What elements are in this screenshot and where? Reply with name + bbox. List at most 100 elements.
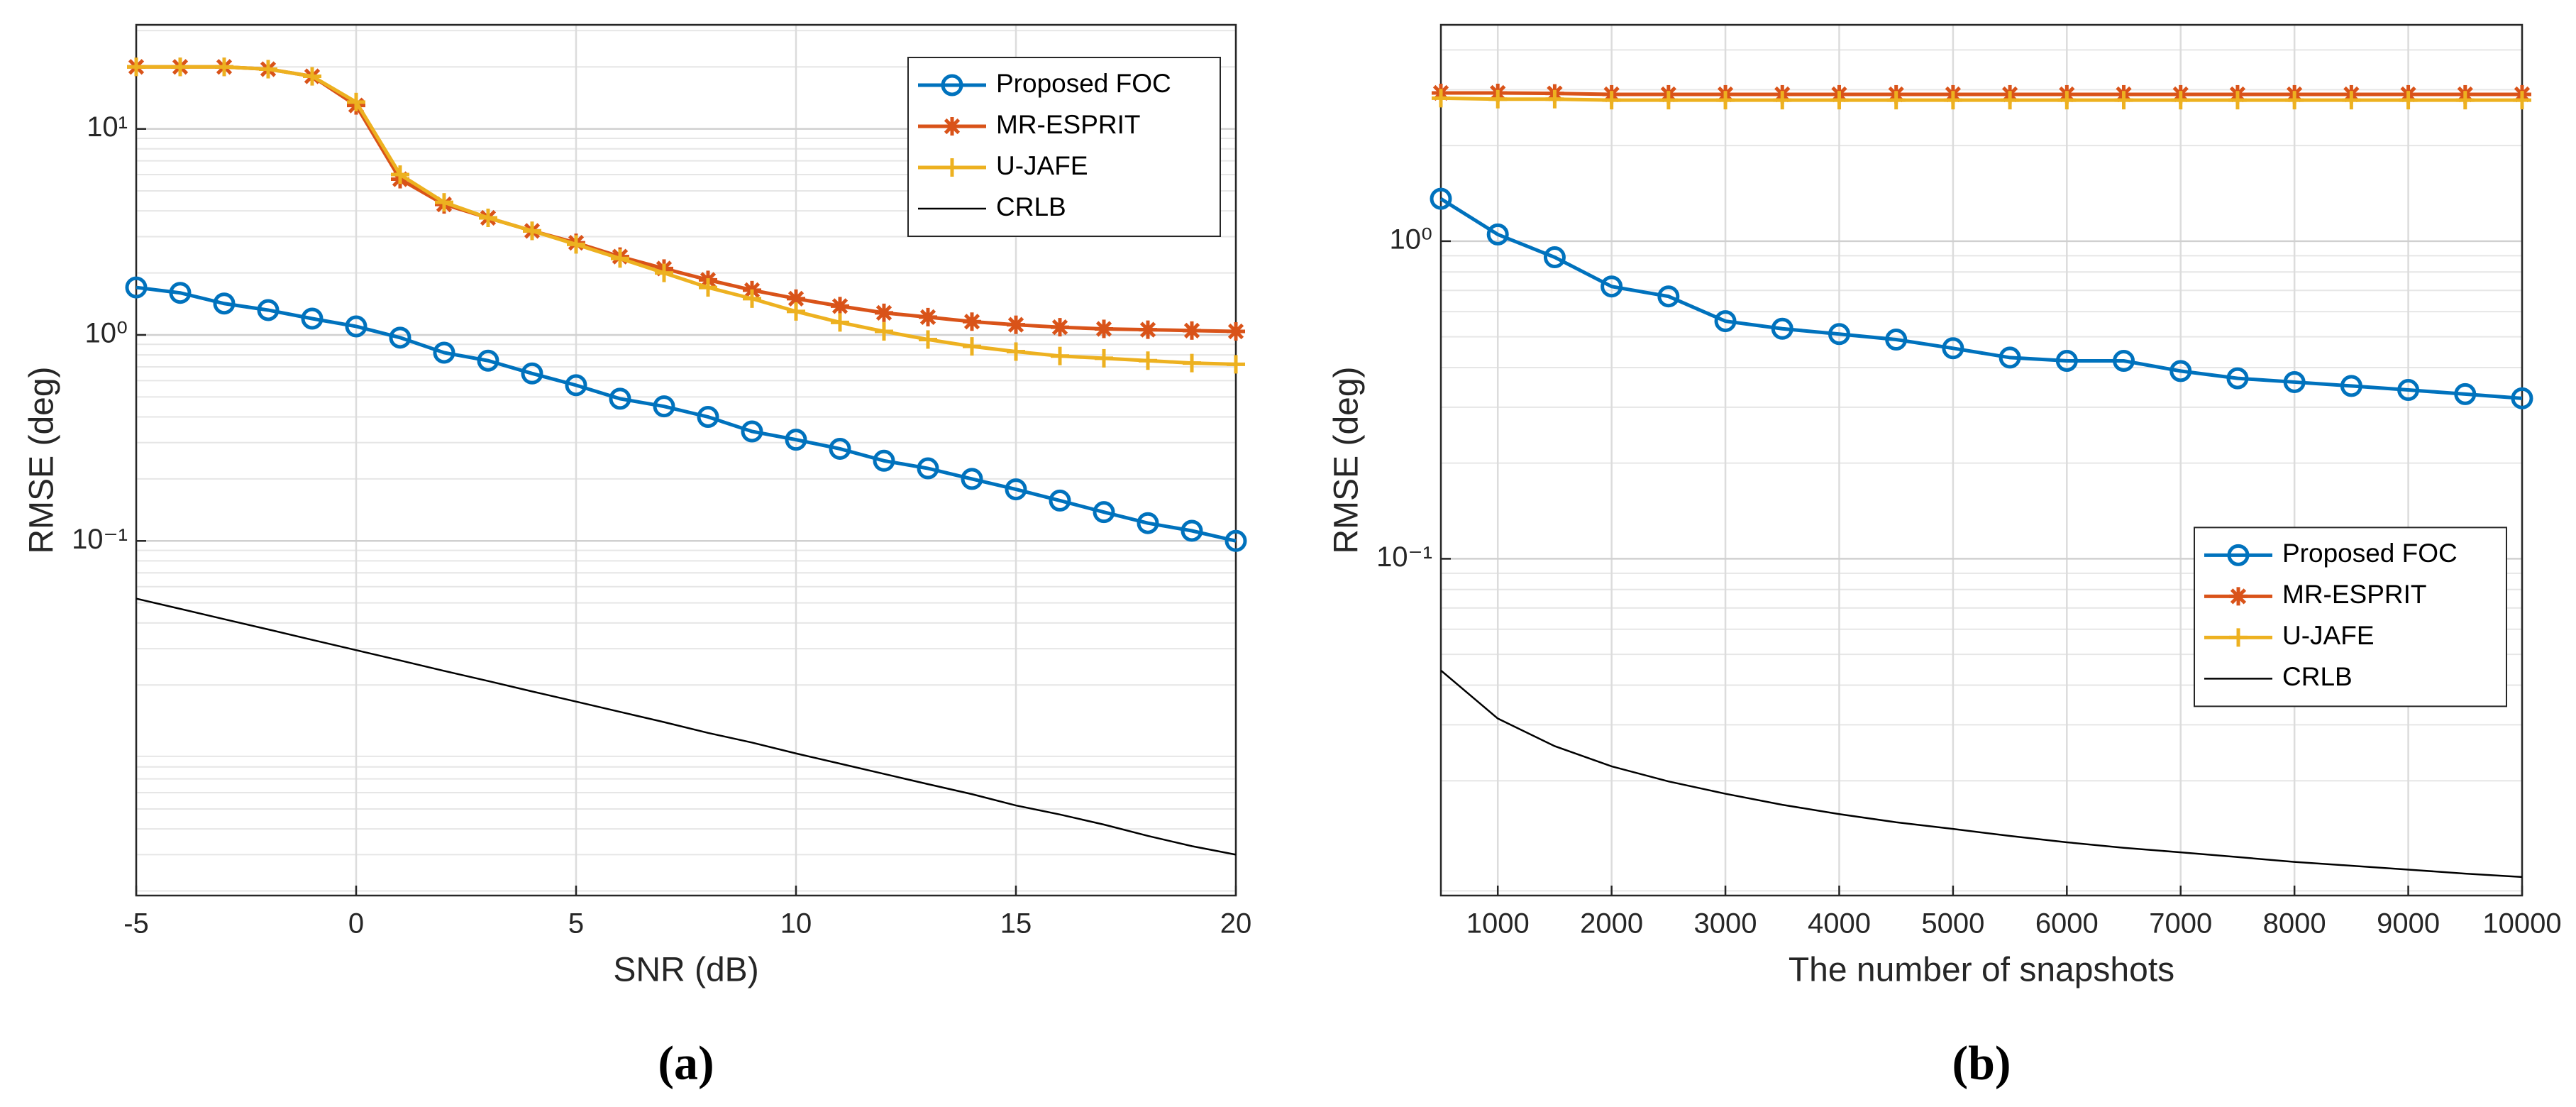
axes-box	[1439, 23, 2524, 897]
marker	[1773, 91, 1792, 110]
marker	[787, 302, 805, 321]
x-tick-label: 10000	[2482, 908, 2561, 940]
x-tick-label: 20	[1220, 908, 1252, 940]
marker	[873, 449, 895, 472]
marker-circle	[1093, 501, 1115, 524]
marker-circle	[1181, 519, 1203, 542]
marker-stroke	[787, 290, 805, 307]
marker	[1659, 91, 1678, 110]
legend-marker	[943, 158, 961, 177]
legend-marker	[2227, 544, 2250, 566]
marker	[303, 67, 321, 86]
marker-circle	[1049, 489, 1071, 512]
marker-circle	[917, 457, 939, 480]
marker	[1225, 529, 1247, 552]
marker-stroke	[1007, 316, 1024, 333]
marker-circle	[257, 299, 280, 321]
marker-stroke	[831, 298, 848, 314]
marker	[831, 313, 849, 332]
marker	[1885, 329, 1908, 351]
x-tick-label: 1000	[1466, 908, 1530, 940]
marker-circle	[2340, 375, 2362, 397]
legend-marker	[941, 74, 963, 97]
marker-stroke	[944, 118, 961, 135]
marker	[2399, 91, 2418, 110]
marker-stroke	[2230, 588, 2247, 605]
marker-circle	[2511, 387, 2533, 409]
marker-circle	[1999, 346, 2021, 369]
marker-stroke	[1227, 323, 1244, 340]
marker	[1771, 317, 1793, 340]
marker	[875, 303, 893, 322]
marker	[1095, 319, 1113, 338]
marker	[1545, 89, 1564, 109]
marker	[1828, 323, 1850, 346]
marker	[1657, 285, 1680, 308]
legend-label: U-JAFE	[2282, 621, 2375, 650]
legend: Proposed FOC MR-ESPRIT U-JAFE CRLB	[2194, 527, 2507, 707]
marker-circle	[125, 276, 148, 299]
marker	[1432, 89, 1450, 108]
marker	[477, 349, 499, 372]
marker	[2171, 91, 2190, 110]
marker-circle	[1714, 310, 1737, 333]
marker-circle	[477, 349, 499, 372]
marker	[2455, 91, 2475, 110]
marker-circle	[653, 395, 675, 418]
legend-label: MR-ESPRIT	[2282, 580, 2427, 609]
marker	[2342, 91, 2361, 110]
marker-circle	[1942, 337, 1964, 360]
marker	[2454, 382, 2477, 405]
marker-circle	[1137, 512, 1159, 534]
x-tick-label: 10	[780, 908, 812, 940]
series-line	[1440, 96, 2522, 102]
y-tick-label: 10⁰	[84, 318, 128, 349]
marker	[127, 57, 145, 77]
marker	[215, 57, 233, 77]
marker	[741, 420, 763, 443]
x-axis-label: SNR (dB)	[613, 952, 758, 989]
marker	[2001, 91, 2020, 110]
marker	[1051, 318, 1069, 337]
marker	[2226, 367, 2249, 390]
marker	[963, 312, 981, 331]
marker-circle	[2454, 382, 2477, 405]
marker-stroke	[963, 314, 980, 330]
marker-circle	[2113, 349, 2135, 372]
marker-circle	[521, 362, 543, 385]
plot-area	[1441, 25, 2522, 896]
marker	[611, 249, 629, 268]
marker	[523, 221, 541, 241]
marker	[1181, 519, 1203, 542]
marker	[2113, 349, 2135, 372]
marker	[875, 322, 893, 341]
marker	[1430, 187, 1452, 210]
marker	[917, 457, 939, 480]
marker-stroke	[875, 304, 892, 321]
marker	[1227, 355, 1245, 374]
axes-box	[135, 23, 1237, 897]
marker	[1486, 223, 1509, 246]
marker	[787, 289, 805, 308]
marker	[1714, 310, 1737, 333]
marker	[521, 362, 543, 385]
marker	[125, 276, 148, 299]
marker	[609, 387, 631, 410]
marker-circle	[2283, 370, 2306, 393]
marker-circle	[345, 315, 367, 338]
x-tick-label: 3000	[1694, 908, 1757, 940]
marker	[829, 437, 851, 460]
marker	[1543, 246, 1566, 269]
marker-circle	[961, 468, 983, 490]
marker	[919, 330, 937, 349]
marker	[1942, 337, 1964, 360]
x-tick-label: 15	[1000, 908, 1032, 940]
marker	[1139, 351, 1157, 370]
marker	[433, 341, 455, 364]
marker	[345, 315, 367, 338]
legend-label: Proposed FOC	[996, 69, 1171, 98]
marker-circle	[1005, 478, 1027, 501]
marker-circle	[941, 74, 963, 97]
y-axis-label: RMSE (deg)	[1328, 366, 1366, 554]
